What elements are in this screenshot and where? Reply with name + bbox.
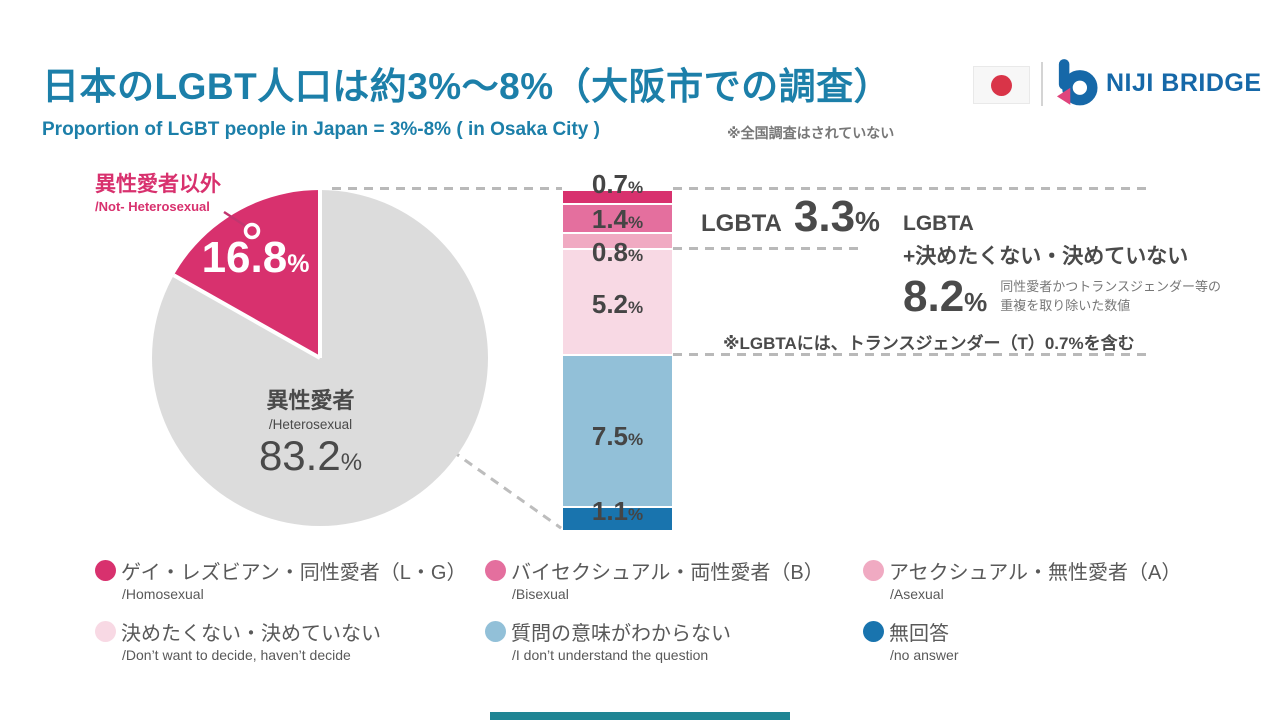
survey-note: ※全国調査はされていない [727, 125, 895, 141]
bar-segment-undecided [563, 250, 672, 356]
stacked-bar-chart [563, 191, 672, 530]
legend-dot-icon [485, 621, 506, 642]
combined-line2: +決めたくない・決めていない [903, 245, 1189, 268]
pie-value-number: 16.8 [201, 233, 288, 282]
legend-dot-icon [863, 560, 884, 581]
page-title: 日本のLGBT人口は約3%～8%（大阪市での調査） [42, 66, 892, 107]
bar-segment-dont-understand [563, 356, 672, 508]
combined-value: 8.2 [903, 272, 965, 321]
dashed-line-top-right [673, 187, 1153, 190]
niji-bridge-logo-icon [1056, 59, 1098, 106]
dashed-line-combined-bottom [673, 353, 1150, 356]
combined-line1: LGBTA [903, 212, 974, 235]
pie-slice-divider [318, 190, 322, 358]
dashed-line-lgbta-bottom [673, 247, 863, 250]
bar-segment-bisexual [563, 205, 672, 234]
pie-label-en: /Heterosexual [268, 417, 353, 432]
pie-callout-not-heterosexual: 異性愛者以外 /Not- Heterosexual [95, 168, 221, 214]
pie-label-ja: 異性愛者 [266, 388, 355, 413]
lgbta-value: 3.3 [793, 192, 856, 241]
bar-value-bisexual: 1.4% [591, 204, 644, 234]
legend-item-dont-understand: 質問の意味がわからない /I don’t understand the ques… [485, 617, 863, 663]
bar-value-dont-understand: 7.5% [591, 421, 644, 451]
legend-dot-icon [95, 621, 116, 642]
bar-value-asexual: 0.8% [591, 237, 644, 267]
lgbta-combined-total: LGBTA +決めたくない・決めていない 8.2 % 同性愛者かつトランスジェン… [903, 212, 1221, 322]
bar-value-undecided: 5.2% [591, 289, 644, 319]
legend-item-asexual: アセクシュアル・無性愛者（A） /Asexual [863, 556, 1245, 602]
legend-item-homosexual: ゲイ・レズビアン・同性愛者（L・G） /Homosexual [95, 556, 485, 602]
callout-label-ja: 異性愛者以外 [95, 173, 221, 196]
brand-name: NIJI BRIDGE [1106, 69, 1262, 97]
legend-item-bisexual: バイセクシュアル・両性愛者（B） /Bisexual [485, 556, 863, 602]
brand-divider [1041, 62, 1043, 106]
callout-label-en: /Not- Heterosexual [95, 199, 210, 214]
dashed-line-top-left [332, 187, 562, 190]
bar-segment-no-answer [563, 508, 672, 530]
legend: ゲイ・レズビアン・同性愛者（L・G） /Homosexual バイセクシュアル・… [95, 556, 1245, 663]
combined-note: 同性愛者かつトランスジェンダー等の 重複を取り除いた数値 [1000, 279, 1222, 313]
percent-sign: % [287, 250, 310, 278]
bar-segment-asexual [563, 234, 672, 250]
lgbta-footnote: ※LGBTAには、トランスジェンダー（T）0.7%を含む [723, 334, 1135, 353]
percent-sign: % [855, 206, 880, 237]
legend-item-undecided: 決めたくない・決めていない /Don’t want to decide, hav… [95, 617, 485, 663]
legend-dot-icon [485, 560, 506, 581]
pie-label-heterosexual: 異性愛者 /Heterosexual 83.2 % [228, 383, 393, 480]
pie-value-number: 83.2 [258, 432, 341, 479]
japan-flag-icon [973, 66, 1030, 104]
lgbta-total: LGBTA 3.3 % [701, 192, 880, 242]
flag-sun-icon [991, 74, 1012, 96]
footer-accent-bar [490, 712, 790, 720]
pie-value-not-heterosexual: 16.8 % [183, 233, 328, 283]
percent-sign: % [340, 449, 363, 476]
legend-dot-icon [95, 560, 116, 581]
legend-dot-icon [863, 621, 884, 642]
bar-value-homosexual: 0.7% [591, 169, 644, 199]
page-subtitle: Proportion of LGBT people in Japan = 3%-… [42, 119, 600, 140]
legend-item-no-answer: 無回答 /no answer [863, 617, 1245, 663]
percent-sign: % [964, 287, 988, 317]
lgbta-label: LGBTA [701, 210, 782, 237]
bar-value-no-answer: 1.1% [591, 496, 644, 526]
bar-segment-homosexual [563, 191, 672, 205]
